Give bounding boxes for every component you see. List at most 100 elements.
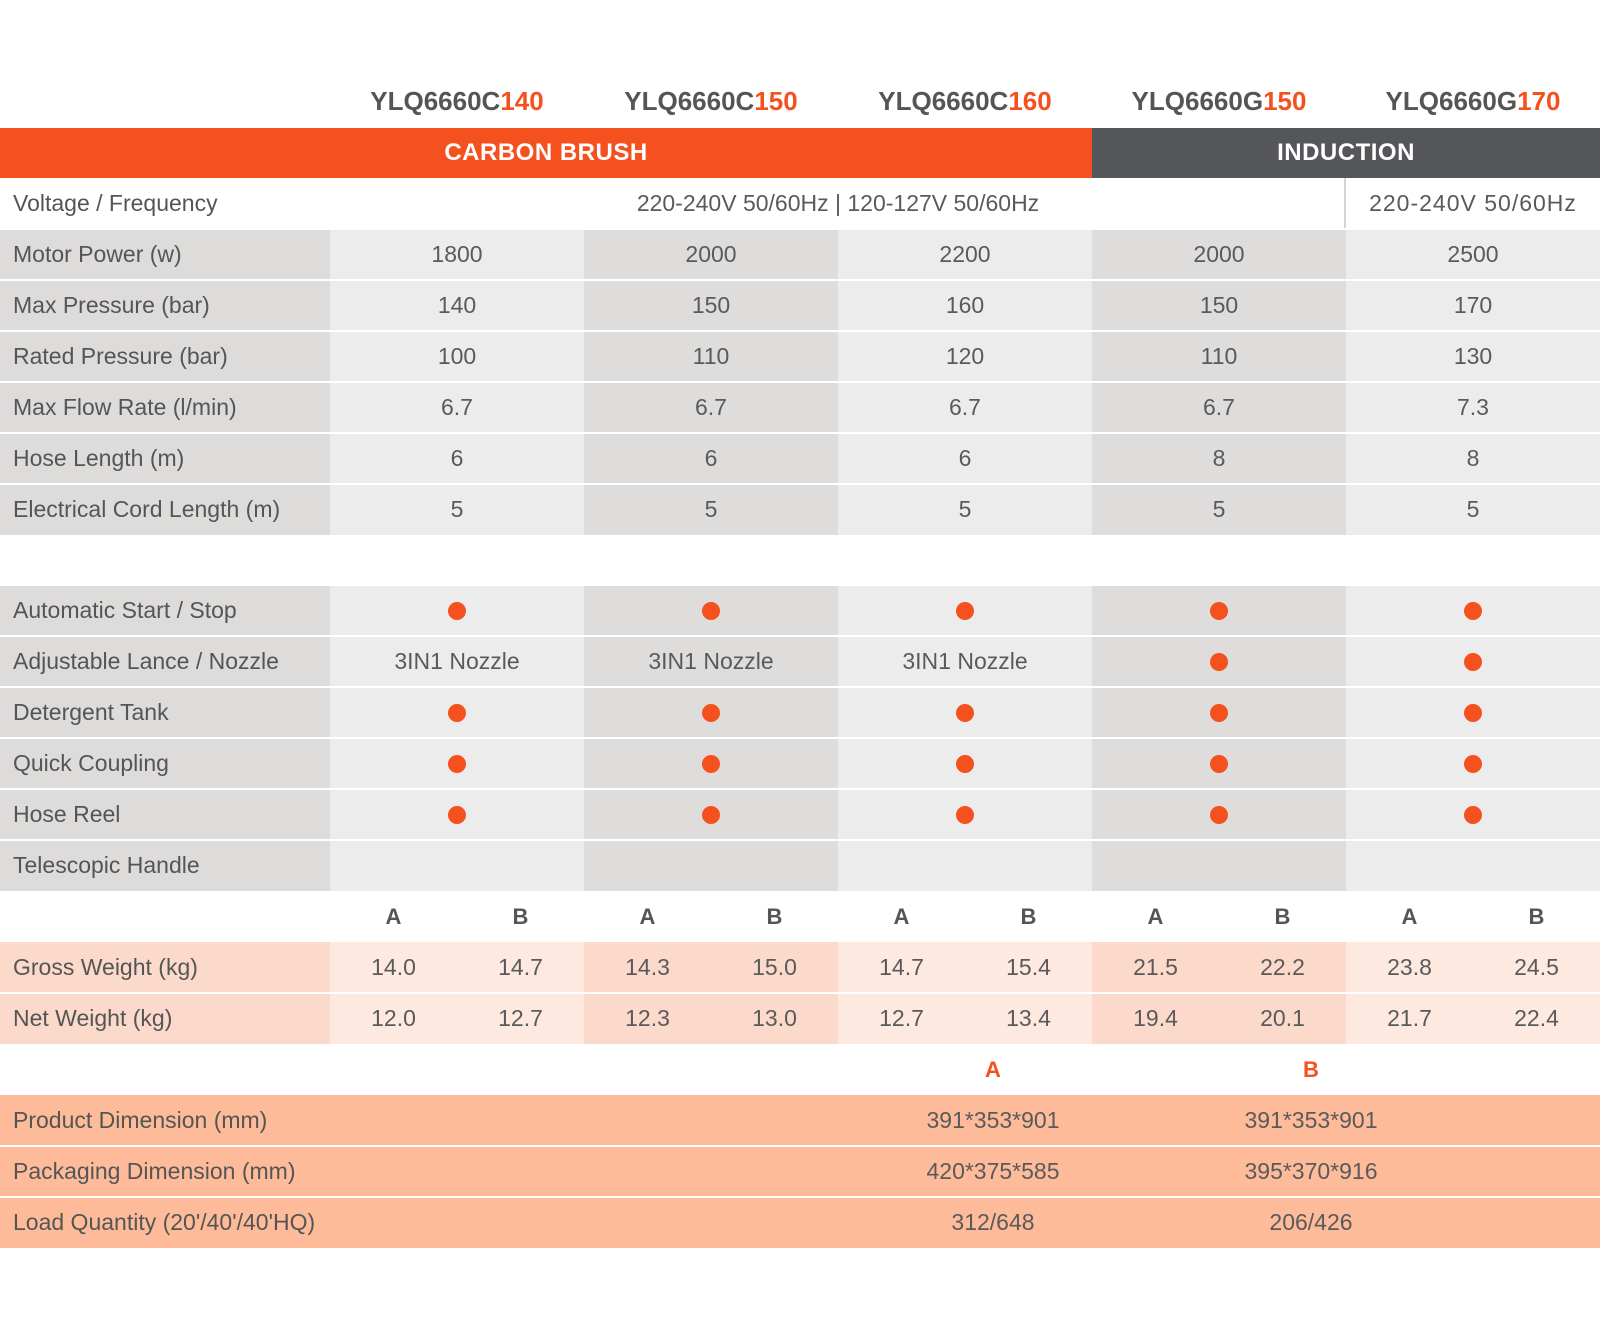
included-dot-icon <box>1464 805 1482 824</box>
value-cell: 5 <box>584 484 838 535</box>
weight-variant-header: A <box>639 903 656 929</box>
row-separator <box>0 483 1600 485</box>
value-cell <box>1092 687 1346 738</box>
model-header: YLQ6660C 150 <box>584 76 838 126</box>
value-cell: 110 <box>1092 331 1346 382</box>
model-suffix: 170 <box>1517 85 1561 116</box>
included-dot-icon <box>1210 703 1228 722</box>
included-dot-icon <box>1464 601 1482 620</box>
value-cell: 6.7 <box>838 382 1092 433</box>
row-separator <box>0 381 1600 383</box>
included-dot-icon <box>448 805 466 824</box>
value-cell: 3IN1 Nozzle <box>838 636 1092 687</box>
row-label: Max Flow Rate (l/min) <box>0 382 330 433</box>
row-separator <box>0 635 1600 637</box>
row-label: Automatic Start / Stop <box>0 585 330 636</box>
value-cell: 2500 <box>1346 229 1600 280</box>
value-cell: 5 <box>1346 484 1600 535</box>
value-cell <box>1092 636 1346 687</box>
value-cell: 5 <box>1092 484 1346 535</box>
included-dot-icon <box>1210 601 1228 620</box>
row-label: Max Pressure (bar) <box>0 280 330 331</box>
row-separator <box>0 839 1600 841</box>
value-cell: 150 <box>1092 280 1346 331</box>
weight-value: 12.0 <box>330 993 457 1044</box>
included-dot-icon <box>956 754 974 773</box>
weight-value: 20.1 <box>1219 993 1346 1044</box>
row-separator <box>0 330 1600 332</box>
included-dot-icon <box>1464 703 1482 722</box>
value-cell <box>1346 687 1600 738</box>
value-cell: 100 <box>330 331 584 382</box>
value-cell: 3IN1 Nozzle <box>330 636 584 687</box>
value-cell <box>838 840 1092 891</box>
value-cell: 170 <box>1346 280 1600 331</box>
value-cell <box>1346 636 1600 687</box>
included-dot-icon <box>1210 805 1228 824</box>
row-label: Telescopic Handle <box>0 840 330 891</box>
dimension-row-bg <box>0 1146 1600 1197</box>
weight-variant-header: B <box>1020 903 1037 929</box>
weight-value: 24.5 <box>1473 942 1600 993</box>
voltage-induction-value: 220-240V 50/60Hz <box>1346 178 1600 229</box>
voltage-carbon-value: 220-240V 50/60Hz | 120-127V 50/60Hz <box>330 178 1346 229</box>
model-prefix: YLQ6660C <box>878 85 1009 116</box>
row-separator <box>0 432 1600 434</box>
weight-variant-header: A <box>385 903 402 929</box>
value-cell: 6.7 <box>1092 382 1346 433</box>
value-cell <box>584 738 838 789</box>
value-cell: 6 <box>584 433 838 484</box>
model-header: YLQ6660G 170 <box>1346 76 1600 126</box>
weight-variant-header: A <box>893 903 910 929</box>
value-cell: 8 <box>1346 433 1600 484</box>
weight-value: 12.7 <box>838 993 965 1044</box>
row-separator <box>0 1145 1600 1147</box>
value-cell: 5 <box>330 484 584 535</box>
value-cell: 140 <box>330 280 584 331</box>
value-cell: 1800 <box>330 229 584 280</box>
row-separator <box>0 737 1600 739</box>
value-cell <box>330 687 584 738</box>
included-dot-icon <box>1210 652 1228 671</box>
value-cell <box>584 789 838 840</box>
included-dot-icon <box>702 703 720 722</box>
weight-label: Gross Weight (kg) <box>0 942 330 993</box>
row-label: Adjustable Lance / Nozzle <box>0 636 330 687</box>
value-cell <box>584 585 838 636</box>
model-prefix: YLQ6660G <box>1131 85 1264 116</box>
dimension-value-a: 391*353*901 <box>926 1107 1060 1133</box>
weight-value: 12.7 <box>457 993 584 1044</box>
dimension-label: Product Dimension (mm) <box>13 1107 268 1133</box>
row-separator <box>0 992 1600 994</box>
value-cell <box>1092 738 1346 789</box>
value-cell: 120 <box>838 331 1092 382</box>
value-cell: 6.7 <box>330 382 584 433</box>
value-cell: 2000 <box>1092 229 1346 280</box>
weight-value: 13.0 <box>711 993 838 1044</box>
value-cell: 6 <box>330 433 584 484</box>
value-cell: 150 <box>584 280 838 331</box>
dimension-value-b: 395*370*916 <box>1244 1158 1378 1184</box>
value-cell: 5 <box>838 484 1092 535</box>
row-separator <box>0 584 1600 586</box>
dimension-label: Load Quantity (20'/40'/40'HQ) <box>13 1209 316 1235</box>
weight-variant-header: B <box>1274 903 1291 929</box>
included-dot-icon <box>448 703 466 722</box>
included-dot-icon <box>1210 754 1228 773</box>
row-separator <box>0 788 1600 790</box>
model-header: YLQ6660C 140 <box>330 76 584 126</box>
row-label: Motor Power (w) <box>0 229 330 280</box>
value-cell: 2000 <box>584 229 838 280</box>
model-prefix: YLQ6660C <box>370 85 501 116</box>
model-header: YLQ6660G 150 <box>1092 76 1346 126</box>
weight-value: 22.4 <box>1473 993 1600 1044</box>
weight-value: 14.7 <box>838 942 965 993</box>
voltage-label: Voltage / Frequency <box>0 178 330 229</box>
weight-value: 21.5 <box>1092 942 1219 993</box>
weight-variant-header: A <box>1401 903 1418 929</box>
included-dot-icon <box>702 601 720 620</box>
value-cell <box>1346 840 1600 891</box>
weight-value: 22.2 <box>1219 942 1346 993</box>
model-suffix: 160 <box>1008 85 1052 116</box>
value-cell: 7.3 <box>1346 382 1600 433</box>
